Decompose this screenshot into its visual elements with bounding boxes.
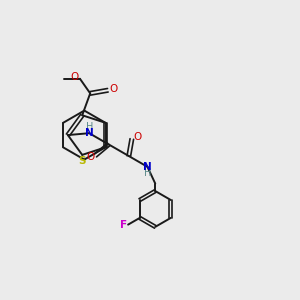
Text: O: O: [70, 72, 79, 82]
Text: H: H: [144, 168, 151, 178]
Text: N: N: [143, 162, 152, 172]
Text: H: H: [85, 122, 93, 132]
Text: O: O: [133, 132, 141, 142]
Text: F: F: [120, 220, 127, 230]
Text: N: N: [85, 128, 94, 138]
Text: O: O: [86, 152, 94, 162]
Text: S: S: [79, 156, 86, 167]
Text: O: O: [109, 84, 117, 94]
